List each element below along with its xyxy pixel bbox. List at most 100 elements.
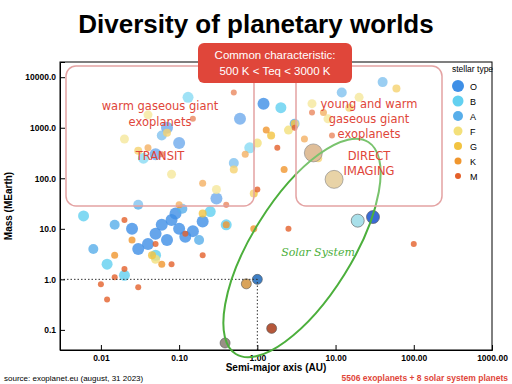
exoplanet (121, 217, 127, 223)
tick: 0.10 (171, 345, 188, 363)
tick-mark (60, 229, 65, 230)
annotation-text: gaseous giant (329, 112, 410, 126)
legend: stellar typeOBAFGKM (452, 64, 493, 182)
exoplanet (199, 210, 207, 218)
annotation-box (296, 66, 442, 206)
annotation-text: DIRECT (348, 149, 392, 163)
exoplanet (132, 243, 144, 255)
exoplanet (263, 127, 270, 134)
exoplanet (254, 186, 260, 192)
exoplanet (223, 221, 230, 228)
annotation-text: TRANSIT (135, 149, 186, 163)
reference-line (257, 279, 258, 350)
tick-label: 10000.0 (25, 72, 56, 82)
exoplanet (274, 145, 280, 151)
exoplanet (182, 231, 188, 237)
planet (267, 323, 277, 333)
tick-label: 1000.0 (30, 123, 56, 133)
annotation-header-box (198, 43, 352, 83)
caption: 5506 exoplanets + 8 solar system planets (341, 373, 508, 383)
tick: 1000.00 (477, 345, 508, 363)
exoplanet (275, 102, 286, 113)
x-axis-title: Semi-major axis (AU) (226, 362, 327, 373)
exoplanet (104, 296, 110, 302)
exoplanet (205, 206, 216, 217)
exoplanet (158, 261, 165, 268)
legend-label: A (470, 112, 476, 122)
tick: 10000.0 (25, 72, 65, 82)
solar-system-label: Solar System (281, 246, 355, 259)
plot-frame (60, 62, 492, 350)
annotation-text: IMAGING (344, 164, 395, 178)
tick: 1.0 (44, 275, 65, 285)
exoplanet (126, 223, 138, 235)
reference-line (60, 279, 257, 280)
tick: 100.00 (401, 345, 427, 363)
exoplanet (88, 244, 98, 254)
exoplanet (258, 98, 270, 110)
y-axis: 0.1 1.0 10.0 100.0 1000.0 10000.0 (25, 63, 65, 351)
tick-label: 1.0 (44, 275, 56, 285)
tick: 100.0 (35, 174, 65, 184)
tick-label: 100.0 (35, 174, 57, 184)
exoplanet (169, 261, 175, 267)
annotation-text: Common characteristic: (215, 49, 336, 61)
exoplanet (98, 281, 104, 287)
tick-mark (492, 345, 493, 350)
exoplanet (281, 166, 288, 173)
exoplanet (161, 234, 173, 246)
exoplanet (285, 226, 291, 232)
legend-label: B (470, 97, 476, 107)
tick-label: 10.0 (39, 224, 56, 234)
tick-label: 0.01 (93, 353, 110, 363)
exoplanet (111, 252, 118, 259)
tick: 10.0 (39, 224, 65, 234)
y-axis-title: Mass (MEarth) (3, 172, 14, 240)
tick-mark (60, 330, 65, 331)
legend-label: F (470, 127, 476, 137)
exoplanet (194, 235, 204, 245)
tick-label: 0.1 (44, 325, 56, 335)
annotation-text: warm gaseous giant (102, 99, 219, 113)
tick-mark (101, 345, 102, 350)
exoplanet (153, 241, 159, 247)
legend-swatch (453, 111, 463, 121)
exoplanet (129, 237, 136, 244)
legend-swatch (455, 173, 461, 179)
annotation-text: young and warm (321, 97, 418, 111)
legend-swatch (454, 127, 463, 136)
axis-line (61, 63, 66, 351)
exoplanet (200, 252, 206, 258)
legend-swatch (455, 158, 462, 165)
exoplanet (78, 210, 89, 221)
annotation-text: 500 K < Teq < 3000 K (219, 65, 330, 77)
tick-mark (179, 345, 180, 350)
planet (241, 279, 251, 289)
legend-swatch (454, 142, 462, 150)
tick-mark (257, 345, 258, 350)
tick-mark (60, 178, 65, 179)
exoplanet (110, 220, 120, 230)
legend-label: M (470, 172, 478, 182)
legend-label: O (470, 82, 477, 92)
tick-mark (60, 77, 65, 78)
legend-swatch (453, 96, 464, 107)
legend-swatch (452, 80, 464, 92)
exoplanet (284, 126, 293, 135)
planet (351, 214, 364, 227)
legend-label: G (470, 142, 477, 152)
exoplanet (148, 251, 156, 259)
source: source: exoplanet.eu (august, 31 2023) (4, 374, 144, 383)
tick-label: 10.00 (325, 353, 347, 363)
tick-mark (336, 345, 337, 350)
tick: 10.00 (325, 345, 347, 363)
tick-mark (60, 128, 65, 129)
exoplanet (221, 219, 232, 230)
exoplanet (102, 259, 113, 270)
tick: 0.1 (44, 325, 65, 335)
annotation-text: exoplanets (338, 127, 401, 141)
title: Diversity of planetary worlds (78, 9, 433, 39)
chart: Diversity of planetary worlds 0.01 0.10 1.0… (0, 0, 512, 384)
legend-title: stellar type (452, 64, 493, 74)
exoplanet (411, 241, 417, 247)
